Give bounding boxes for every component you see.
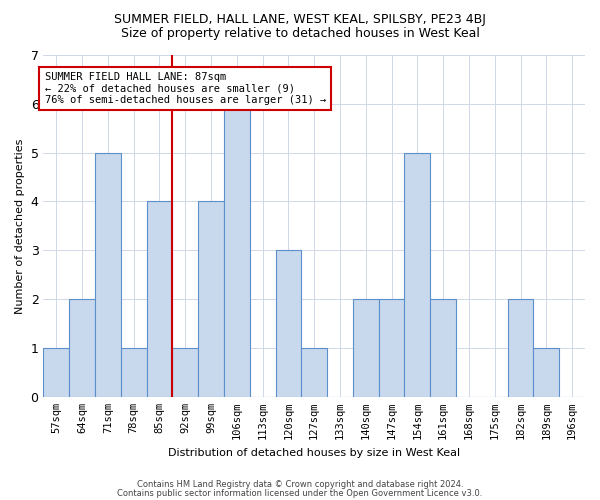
Text: SUMMER FIELD, HALL LANE, WEST KEAL, SPILSBY, PE23 4BJ: SUMMER FIELD, HALL LANE, WEST KEAL, SPIL…	[114, 12, 486, 26]
Bar	[172, 348, 198, 397]
Bar	[430, 299, 456, 397]
Bar	[404, 152, 430, 397]
Bar	[146, 202, 172, 397]
Bar	[69, 299, 95, 397]
Bar	[224, 104, 250, 397]
Text: Contains public sector information licensed under the Open Government Licence v3: Contains public sector information licen…	[118, 488, 482, 498]
Bar	[353, 299, 379, 397]
Bar	[508, 299, 533, 397]
Bar	[43, 348, 69, 397]
Bar	[275, 250, 301, 397]
Text: SUMMER FIELD HALL LANE: 87sqm
← 22% of detached houses are smaller (9)
76% of se: SUMMER FIELD HALL LANE: 87sqm ← 22% of d…	[45, 72, 326, 106]
Bar	[533, 348, 559, 397]
Text: Contains HM Land Registry data © Crown copyright and database right 2024.: Contains HM Land Registry data © Crown c…	[137, 480, 463, 489]
Bar	[379, 299, 404, 397]
Text: Size of property relative to detached houses in West Keal: Size of property relative to detached ho…	[121, 28, 479, 40]
Bar	[301, 348, 327, 397]
Bar	[198, 202, 224, 397]
Bar	[121, 348, 146, 397]
X-axis label: Distribution of detached houses by size in West Keal: Distribution of detached houses by size …	[168, 448, 460, 458]
Y-axis label: Number of detached properties: Number of detached properties	[15, 138, 25, 314]
Bar	[95, 152, 121, 397]
